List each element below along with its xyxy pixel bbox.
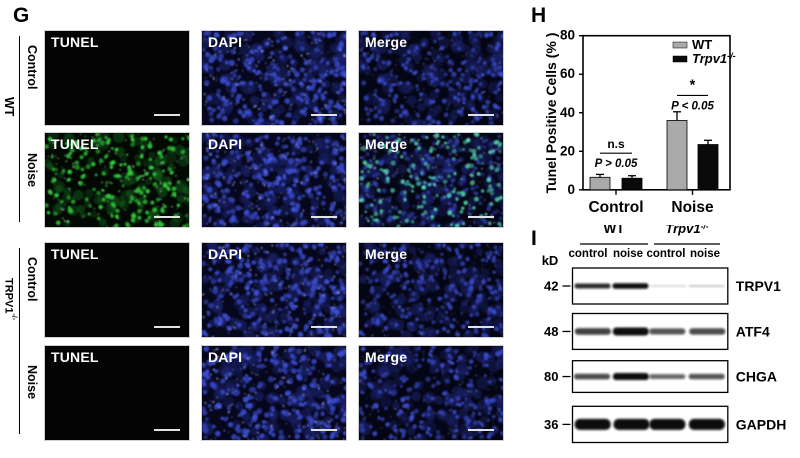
svg-text:0: 0	[567, 182, 575, 197]
svg-text:Control: Control	[588, 199, 643, 216]
svg-text:Tunel Positive Cells (% ): Tunel Positive Cells (% )	[543, 33, 559, 194]
svg-text:60: 60	[560, 66, 575, 81]
svg-text:Trpv1-/-: Trpv1-/-	[692, 51, 736, 66]
svg-text:40: 40	[560, 105, 575, 120]
svg-text:80: 80	[544, 369, 558, 384]
svg-text:ATF4: ATF4	[736, 323, 770, 339]
svg-text:noise: noise	[613, 248, 643, 260]
svg-text:48: 48	[544, 324, 558, 339]
svg-text:WT: WT	[692, 37, 712, 52]
svg-text:WT: WT	[604, 225, 626, 236]
svg-text:TRPV1: TRPV1	[736, 278, 781, 294]
svg-text:P > 0.05: P > 0.05	[595, 158, 638, 170]
svg-text:GAPDH: GAPDH	[736, 416, 787, 432]
svg-text:80: 80	[560, 28, 575, 43]
svg-text:n.s: n.s	[607, 137, 625, 151]
svg-text:Trpv1-/-: Trpv1-/-	[665, 225, 708, 236]
svg-text:noise: noise	[690, 248, 720, 260]
svg-text:*: *	[690, 77, 696, 93]
svg-text:20: 20	[560, 143, 575, 158]
svg-text:42: 42	[544, 279, 558, 294]
svg-text:control: control	[569, 248, 608, 260]
svg-text:control: control	[647, 248, 686, 260]
svg-text:kD: kD	[542, 253, 559, 268]
svg-text:36: 36	[544, 417, 558, 432]
svg-text:Noise: Noise	[671, 199, 714, 216]
svg-text:P < 0.05: P < 0.05	[671, 100, 714, 112]
svg-text:CHGA: CHGA	[736, 369, 777, 385]
